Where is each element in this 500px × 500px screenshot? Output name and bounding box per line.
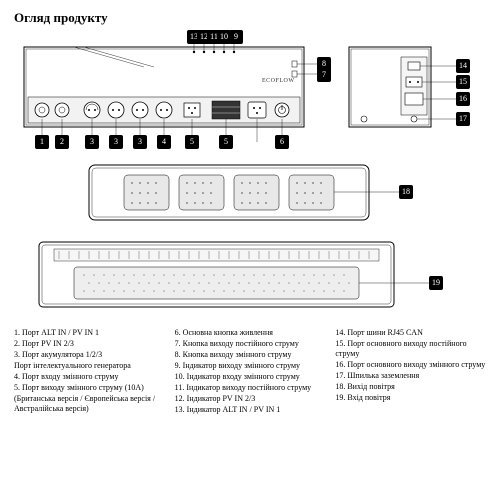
diagram-area: ECOFLOW bbox=[14, 32, 486, 322]
legend-col-2: 6. Основна кнопка живлення 7. Кнопка вих… bbox=[175, 328, 326, 416]
callout-9: 9 bbox=[229, 30, 243, 44]
rear-view bbox=[84, 160, 404, 230]
callout-19: 19 bbox=[429, 276, 443, 290]
legend-col-1: 1. Порт ALT IN / PV IN 1 2. Порт PV IN 2… bbox=[14, 328, 165, 416]
callout-18: 18 bbox=[399, 185, 413, 199]
callout-7: 7 bbox=[317, 68, 331, 82]
legend-col-3: 14. Порт шини RJ45 CAN 15. Порт основног… bbox=[335, 328, 486, 416]
callout-17: 17 bbox=[456, 112, 470, 126]
front-view: ECOFLOW bbox=[14, 37, 324, 147]
callout-3b: 3 bbox=[109, 135, 123, 149]
brand-label: ECOFLOW bbox=[262, 78, 295, 84]
callout-16: 16 bbox=[456, 92, 470, 106]
callout-1: 1 bbox=[35, 135, 49, 149]
callout-4: 4 bbox=[157, 135, 171, 149]
page-title: Огляд продукту bbox=[14, 10, 486, 26]
callout-15: 15 bbox=[456, 75, 470, 89]
legend: 1. Порт ALT IN / PV IN 1 2. Порт PV IN 2… bbox=[14, 328, 486, 416]
callout-2: 2 bbox=[55, 135, 69, 149]
callout-5b: 5 bbox=[219, 135, 233, 149]
callout-3c: 3 bbox=[133, 135, 147, 149]
callout-3a: 3 bbox=[85, 135, 99, 149]
callout-6: 6 bbox=[275, 135, 289, 149]
bottom-view bbox=[34, 237, 434, 317]
callout-5a: 5 bbox=[185, 135, 199, 149]
callout-14: 14 bbox=[456, 59, 470, 73]
